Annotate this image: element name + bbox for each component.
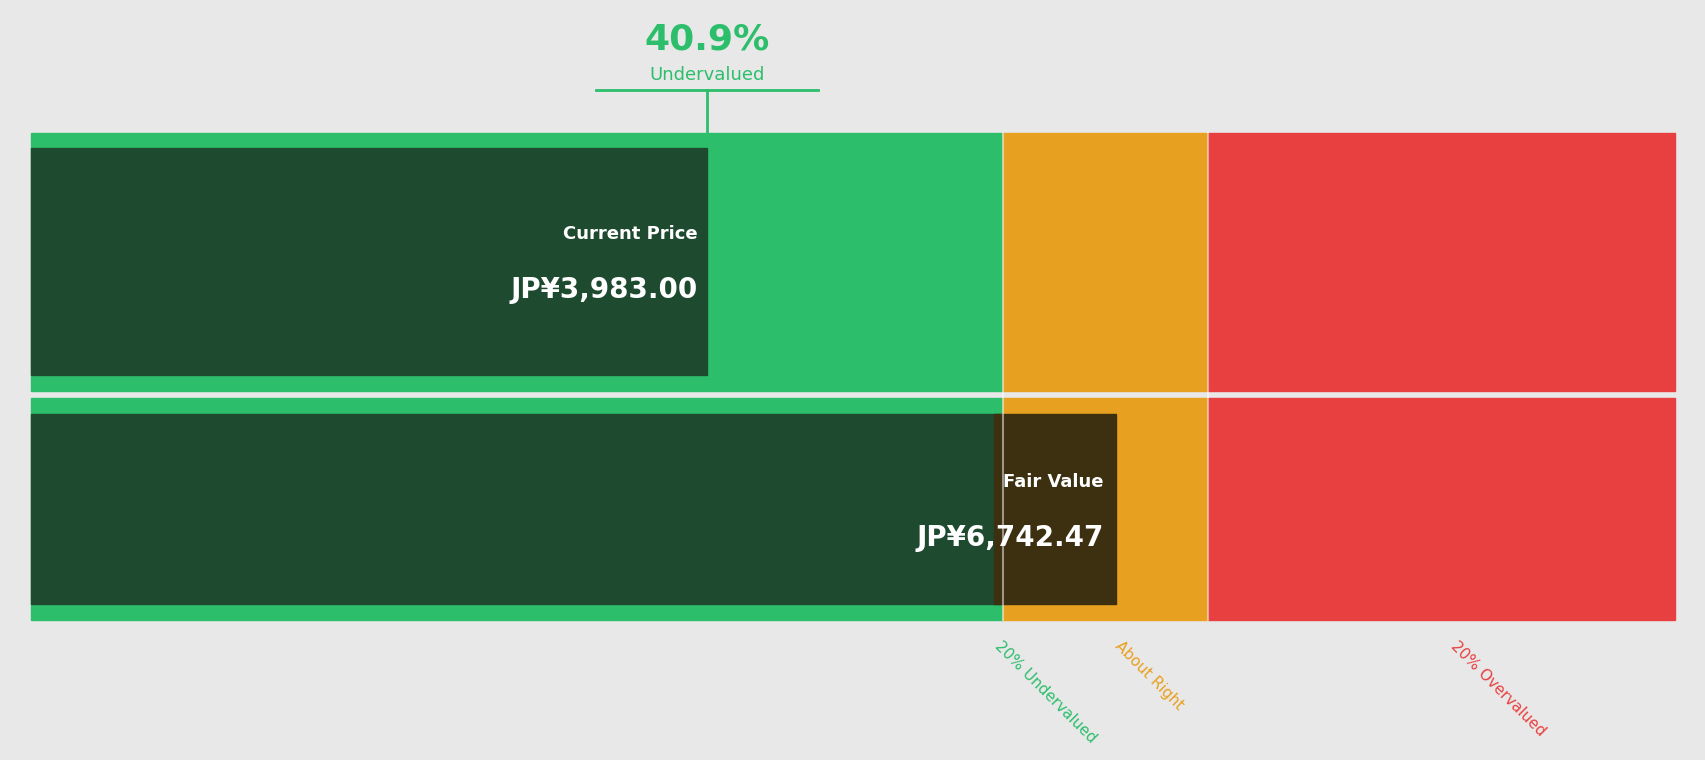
- Text: Fair Value: Fair Value: [1003, 473, 1103, 491]
- Bar: [1207, 398, 1674, 620]
- Text: 20% Undervalued: 20% Undervalued: [992, 638, 1098, 746]
- Bar: [31, 133, 1003, 391]
- Text: JP¥3,983.00: JP¥3,983.00: [510, 277, 697, 305]
- Text: Undervalued: Undervalued: [648, 66, 764, 84]
- Text: JP¥6,742.47: JP¥6,742.47: [916, 524, 1103, 552]
- Text: About Right: About Right: [1112, 638, 1185, 713]
- Bar: [1003, 133, 1207, 391]
- Text: 40.9%: 40.9%: [643, 23, 769, 56]
- Bar: [31, 413, 1003, 604]
- Text: 20% Overvalued: 20% Overvalued: [1448, 638, 1548, 739]
- Bar: [994, 413, 1115, 604]
- Bar: [1207, 133, 1674, 391]
- Bar: [31, 398, 1003, 620]
- Text: Current Price: Current Price: [563, 226, 697, 243]
- Bar: [31, 148, 706, 375]
- Bar: [1003, 398, 1207, 620]
